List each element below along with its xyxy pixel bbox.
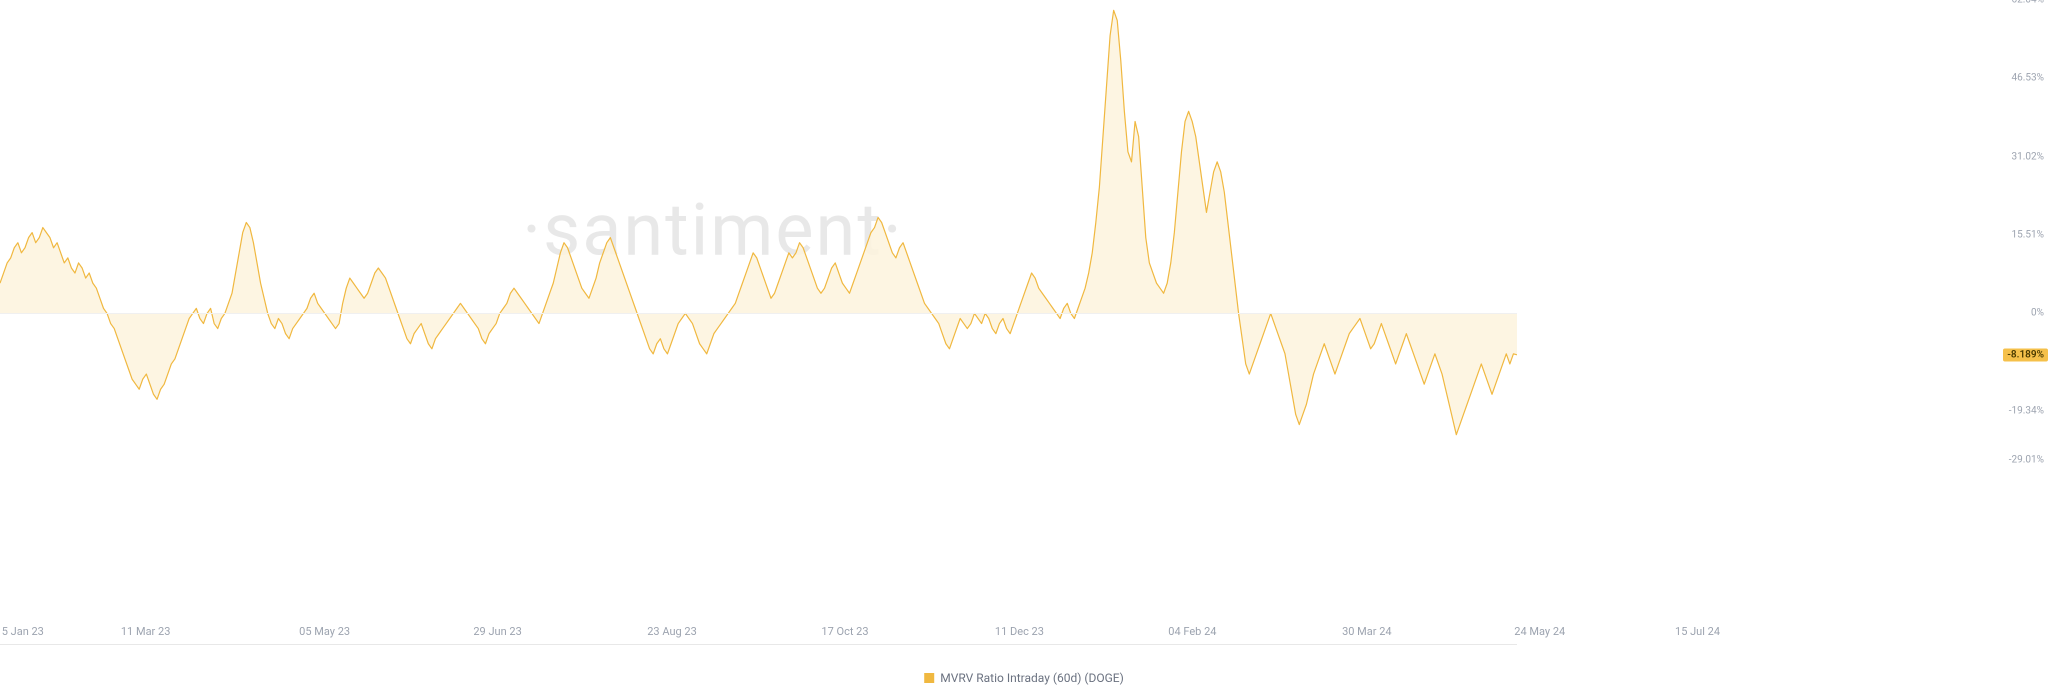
x-tick-label: 23 Aug 23 — [647, 625, 697, 638]
chart-plot-area[interactable] — [0, 0, 1517, 460]
y-tick-label: -29.01% — [2009, 455, 2044, 466]
x-tick-label: 17 Oct 23 — [821, 625, 868, 638]
x-tick-label: 15 Jan 23 — [0, 625, 44, 638]
x-tick-label: 05 May 23 — [299, 625, 350, 638]
legend-swatch-icon — [924, 673, 934, 683]
chart-legend[interactable]: MVRV Ratio Intraday (60d) (DOGE) — [924, 671, 1124, 685]
y-tick-label: 62.04% — [2012, 0, 2044, 6]
x-tick-label: 11 Dec 23 — [995, 625, 1044, 638]
x-tick-label: 24 May 24 — [1514, 625, 1565, 638]
x-tick-label: 11 Mar 23 — [121, 625, 171, 638]
y-axis: 62.04%46.53%31.02%15.51%0%-19.34%-29.01%… — [1988, 0, 2048, 460]
y-tick-label: 0% — [2031, 308, 2044, 319]
y-tick-label: 15.51% — [2012, 230, 2044, 241]
x-tick-label: 30 Mar 24 — [1342, 625, 1392, 638]
zero-baseline — [0, 313, 1517, 314]
series-area — [0, 10, 1517, 434]
y-tick-label: 31.02% — [2012, 151, 2044, 162]
legend-label: MVRV Ratio Intraday (60d) (DOGE) — [940, 671, 1124, 685]
y-tick-label: 46.53% — [2012, 73, 2044, 84]
y-tick-label: -19.34% — [2009, 406, 2044, 417]
x-tick-label: 15 Jul 24 — [1675, 625, 1720, 638]
x-axis-border — [0, 644, 1517, 645]
x-axis: 15 Jan 23 11 Mar 23 05 May 23 29 Jun 23 23 A… — [0, 625, 1517, 645]
current-value-badge: -8.189% — [2003, 348, 2048, 361]
mvrv-chart: ·santiment· 62.04%46.53%31.02%15.51%0%-1… — [0, 0, 2048, 693]
x-tick-label: 04 Feb 24 — [1168, 625, 1216, 638]
x-tick-label: 29 Jun 23 — [473, 625, 521, 638]
